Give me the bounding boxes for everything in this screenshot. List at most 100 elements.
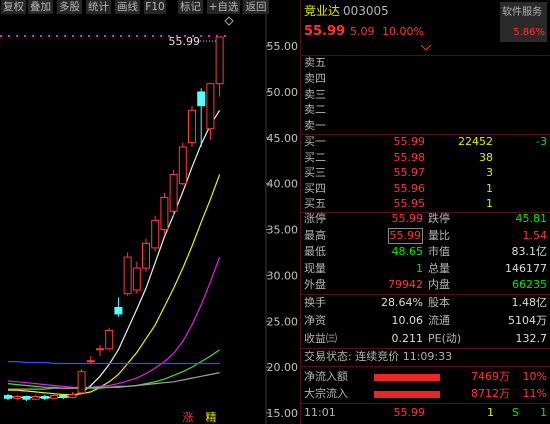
max-price-label: 55.99	[169, 35, 201, 48]
bid-price: 55.95	[393, 197, 426, 211]
bid-label: 买三	[304, 166, 326, 180]
separator	[300, 294, 550, 295]
y-tick-label: 45.00	[267, 132, 299, 145]
stat-label: 涨停	[304, 212, 326, 225]
ma-line	[7, 256, 221, 388]
toolbar-button[interactable]: 标记	[178, 0, 203, 14]
toolbar-button[interactable]: 复权	[1, 0, 26, 14]
sector-box[interactable]	[500, 2, 547, 42]
candle-body	[40, 395, 49, 399]
toolbar-button[interactable]: F10	[144, 0, 166, 14]
stat-label: 净资	[304, 314, 326, 327]
candle-body	[50, 395, 58, 399]
tick-count: 1	[540, 406, 547, 419]
flow-value: 8712万	[471, 387, 510, 400]
trade-status: 交易状态: 连续竞价 11:09:33	[304, 350, 453, 363]
stat-label: 内盘	[428, 278, 450, 291]
toolbar-button[interactable]: +自选	[207, 0, 240, 14]
signal-marker: 涨	[183, 411, 194, 424]
flow-bar	[374, 374, 440, 381]
candle-body	[59, 395, 68, 398]
flow-pct: 11%	[522, 387, 547, 400]
flow-label: 净流入额	[304, 370, 348, 383]
bid-price: 55.99	[393, 135, 426, 148]
separator	[300, 212, 550, 213]
stat-value: 45.81	[515, 212, 548, 225]
flow-bar	[374, 391, 440, 398]
bid-price: 55.96	[393, 181, 426, 195]
ask-label: 卖五	[304, 56, 326, 69]
candle-body	[123, 256, 132, 295]
bid-label: 买二	[304, 150, 326, 164]
toolbar-button[interactable]: 统计	[86, 0, 111, 14]
y-tick-label: 15.00	[267, 407, 299, 420]
bid-label: 买四	[304, 181, 326, 195]
stat-value: 79942	[388, 278, 423, 291]
bid-change: -3	[536, 135, 547, 148]
candle-body	[188, 109, 196, 143]
toolbar-button[interactable]: 画线	[115, 0, 140, 14]
candle-body	[142, 242, 150, 269]
candle-body	[206, 83, 215, 130]
toolbar-button[interactable]: 多股	[57, 0, 82, 14]
ask-label: 卖四	[304, 71, 326, 85]
stat-value: 10.06	[391, 314, 424, 327]
ask-label: 卖三	[304, 87, 326, 101]
ma-line	[7, 109, 221, 398]
candle-body	[77, 371, 86, 394]
stat-label: 跌停	[428, 212, 450, 225]
stat-value: 1	[416, 261, 423, 275]
stat-label: 最高	[304, 228, 326, 242]
stat-value: 0.211	[391, 332, 424, 345]
tick-time: 11:01	[304, 406, 336, 419]
bid-volume: 3	[486, 166, 493, 180]
ma-line	[8, 174, 221, 396]
stat-value: 1.48亿	[511, 296, 548, 309]
candle-body	[132, 267, 141, 291]
stat-value: 55.99	[387, 227, 423, 244]
candle-body	[197, 91, 206, 107]
price-pct: 10.00%	[382, 25, 424, 38]
separator	[300, 348, 550, 349]
candle-body	[86, 360, 95, 363]
bid-volume: 1	[486, 181, 493, 195]
sector-pct: 5.86%	[513, 27, 545, 38]
stat-label: 股本	[428, 296, 450, 309]
ask-label: 卖二	[304, 103, 326, 117]
flow-pct: 10%	[522, 370, 547, 383]
separator	[300, 403, 550, 404]
bid-label: 买一	[304, 135, 326, 148]
candle-body	[22, 395, 31, 400]
candle-body	[13, 395, 22, 399]
stat-label: 换手	[304, 296, 326, 309]
stat-label: 总量	[428, 261, 450, 275]
candle-body	[151, 219, 160, 249]
ma-line	[8, 361, 220, 365]
bid-label: 买五	[304, 197, 326, 211]
separator	[300, 366, 550, 367]
stat-value: 5104万	[508, 314, 547, 327]
ma-line	[8, 372, 220, 390]
y-tick-label: 35.00	[267, 224, 299, 237]
stat-label: 市值	[428, 245, 450, 258]
stat-value: 55.99	[391, 212, 424, 225]
toolbar-button[interactable]: 返回	[243, 0, 269, 14]
stat-label: 最低	[304, 245, 326, 258]
y-tick-label: 20.00	[267, 361, 299, 374]
y-tick-label: 30.00	[267, 269, 299, 282]
tick-volume: 1	[487, 406, 494, 419]
flow-value: 7469万	[471, 370, 510, 383]
stat-label: 现量	[304, 261, 326, 275]
bid-volume: 1	[486, 197, 493, 211]
kline-chart: 15.00 20.00 25.00 30.00 35.00 40.00 45.00 50.00…	[0, 14, 299, 424]
toolbar-button[interactable]: 叠加	[28, 0, 53, 14]
ask-label: 卖一	[304, 119, 326, 133]
bid-price: 55.98	[393, 150, 426, 164]
candle-body	[68, 394, 77, 398]
y-tick-label: 55.00	[267, 40, 299, 53]
collapse-icon[interactable]	[420, 44, 432, 52]
candle-body	[114, 307, 123, 315]
stat-label: 量比	[428, 228, 450, 242]
stat-value: 48.65	[391, 245, 424, 258]
